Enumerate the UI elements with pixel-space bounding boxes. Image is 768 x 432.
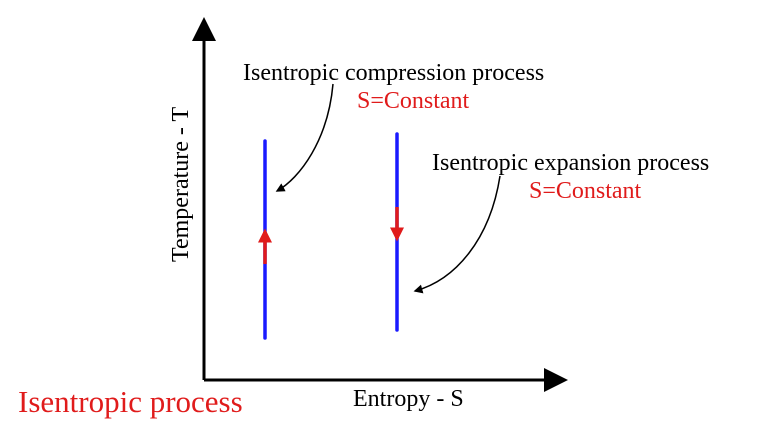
y-axis-label: Temperature - T — [168, 107, 194, 262]
expansion-callout — [413, 175, 501, 294]
diagram-title: Isentropic process — [18, 384, 243, 419]
compression-callout — [275, 83, 334, 192]
x-axis-label: Entropy - S — [353, 386, 464, 412]
expansion-label: Isentropic expansion process — [432, 150, 709, 176]
compression-sub: S=Constant — [357, 88, 470, 114]
expansion-sub: S=Constant — [529, 178, 642, 204]
compression-label: Isentropic compression process — [243, 60, 544, 86]
